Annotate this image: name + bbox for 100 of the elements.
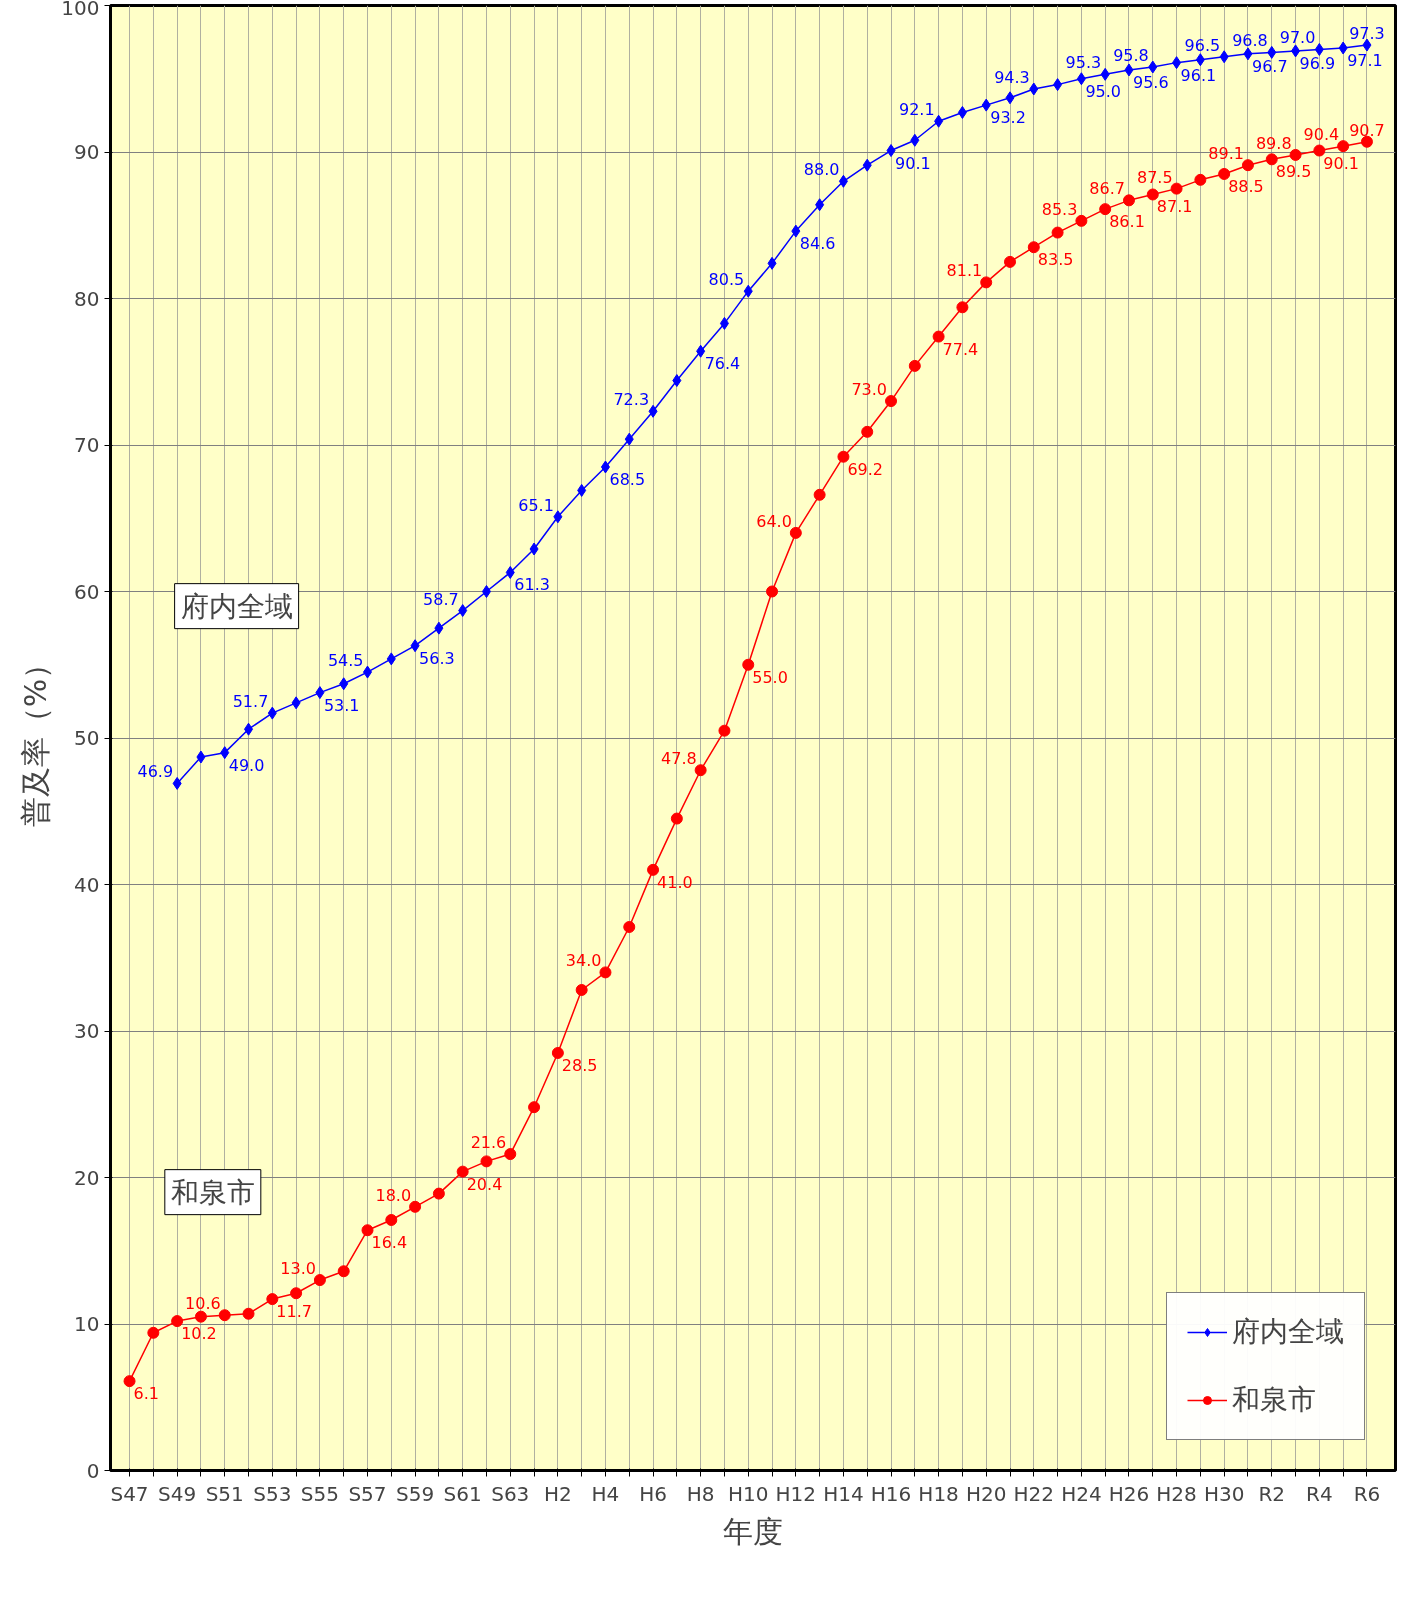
data-label: 85.3: [1041, 199, 1078, 219]
point: [575, 983, 588, 996]
point: [1148, 60, 1158, 74]
point: [551, 1046, 564, 1059]
point: [361, 1224, 374, 1237]
data-label: 77.4: [942, 339, 979, 359]
x-tick-label: H18: [918, 1481, 959, 1506]
point: [672, 374, 682, 388]
data-label: 97.1: [1347, 50, 1383, 70]
point: [337, 1265, 350, 1278]
data-label: 96.1: [1180, 65, 1217, 85]
x-tick-label: H26: [1108, 1481, 1150, 1506]
point: [1218, 167, 1231, 180]
point: [505, 565, 515, 579]
point: [1314, 42, 1324, 56]
point: [1195, 53, 1205, 67]
point: [386, 652, 396, 666]
point: [1265, 153, 1278, 166]
data-label: 53.1: [323, 695, 360, 715]
point: [291, 696, 301, 710]
point: [837, 450, 850, 463]
x-tick-label: H12: [775, 1481, 817, 1506]
legend-label: 和泉市: [1232, 1382, 1316, 1418]
data-label: 41.0: [657, 872, 693, 892]
point: [266, 1293, 279, 1306]
data-label: 89.5: [1275, 162, 1312, 182]
point: [957, 105, 967, 119]
point: [742, 658, 755, 671]
point: [1241, 159, 1254, 172]
point: [196, 750, 206, 764]
point: [648, 404, 658, 418]
point: [1099, 203, 1112, 216]
point: [981, 98, 991, 112]
point: [910, 133, 920, 147]
data-label: 16.4: [371, 1233, 408, 1253]
data-label: 95.8: [1113, 46, 1149, 66]
x-tick-label: H22: [1013, 1481, 1055, 1506]
data-label: 10.6: [185, 1294, 221, 1314]
point: [1172, 56, 1182, 70]
point: [743, 284, 753, 298]
point: [908, 359, 921, 372]
point: [432, 1187, 445, 1200]
annotation: 和泉市: [170, 1175, 255, 1209]
data-label: 20.4: [466, 1174, 503, 1194]
data-label: 18.0: [375, 1185, 412, 1205]
point: [1313, 144, 1326, 157]
point: [385, 1214, 398, 1226]
data-label: 64.0: [756, 511, 792, 531]
point: [932, 330, 945, 343]
point: [624, 432, 634, 446]
x-tick-label: R4: [1306, 1481, 1333, 1506]
point: [694, 764, 707, 777]
point: [789, 526, 802, 539]
data-label: 13.0: [280, 1259, 316, 1279]
data-label: 86.1: [1109, 212, 1145, 232]
x-tick-label: H28: [1156, 1481, 1197, 1506]
data-label: 55.0: [752, 667, 788, 687]
y-tick-label: 20: [74, 1165, 100, 1190]
point: [623, 921, 636, 933]
point: [1360, 135, 1373, 148]
point: [719, 316, 729, 330]
data-label: 92.1: [898, 100, 935, 120]
point: [767, 256, 777, 270]
y-tick-label: 60: [74, 579, 100, 604]
point: [1170, 182, 1183, 195]
point: [815, 198, 825, 212]
x-tick-label: S59: [396, 1481, 435, 1506]
x-tick-label: H14: [823, 1481, 864, 1506]
data-label: 88.0: [803, 160, 840, 180]
point: [1124, 63, 1134, 77]
point: [1027, 241, 1040, 254]
data-label: 21.6: [470, 1133, 507, 1153]
data-label: 68.5: [609, 469, 646, 489]
data-label: 54.5: [327, 651, 364, 671]
point: [313, 1274, 326, 1287]
data-label: 97.3: [1349, 24, 1385, 44]
point: [1004, 255, 1016, 268]
point: [480, 1155, 493, 1168]
x-tick-label: R6: [1353, 1481, 1381, 1506]
point: [1122, 194, 1135, 207]
data-label: 72.3: [613, 390, 650, 410]
x-tick-label: S51: [205, 1481, 244, 1506]
data-label: 90.1: [1323, 153, 1359, 173]
y-tick-label: 30: [74, 1019, 100, 1043]
data-label: 69.2: [847, 459, 884, 479]
y-axis-title: 普及率（%）: [18, 648, 54, 828]
point: [696, 344, 706, 358]
y-tick-label: 0: [86, 1458, 100, 1483]
point: [504, 1148, 517, 1161]
point: [244, 722, 254, 736]
point: [456, 1165, 469, 1178]
data-label: 94.3: [994, 68, 1030, 87]
point: [1076, 72, 1086, 86]
data-label: 61.3: [514, 575, 550, 595]
data-label: 10.2: [181, 1324, 217, 1344]
data-label: 11.7: [276, 1302, 312, 1322]
y-tick-label: 10: [74, 1312, 100, 1336]
point: [242, 1307, 255, 1320]
x-tick-label: H24: [1061, 1481, 1102, 1506]
data-label: 84.6: [799, 234, 836, 254]
